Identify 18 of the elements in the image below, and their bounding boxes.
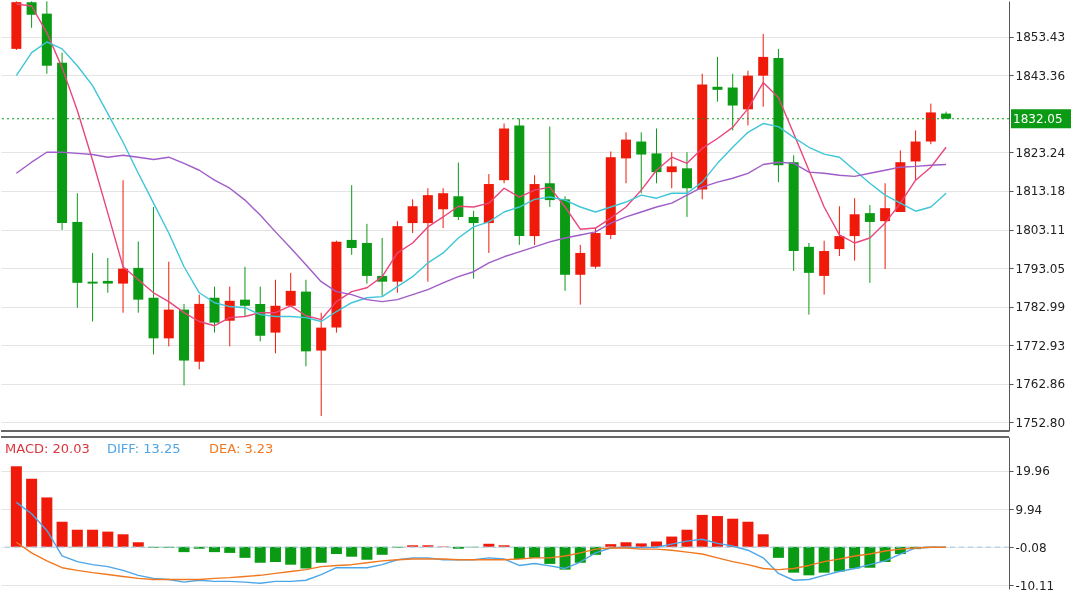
y-tick-label: 1772.93	[1015, 338, 1066, 353]
y-tick-label: 1843.36	[1015, 68, 1066, 83]
text: DEA: 3.23	[209, 441, 274, 456]
y-tick-label: 1782.99	[1015, 300, 1066, 315]
y-tick-label: -0.08	[1015, 540, 1047, 555]
text: DIFF: 13.25	[107, 441, 181, 456]
y-tick-label: 1823.24	[1015, 145, 1066, 160]
ref-line-label: 1832.05	[1013, 111, 1063, 126]
y-tick-label: 1853.43	[1015, 30, 1066, 45]
y-tick-label: 19.96	[1015, 464, 1050, 479]
y-tick-label: 1813.18	[1015, 184, 1066, 199]
y-tick-label: 1803.11	[1015, 223, 1066, 238]
y-tick-label: -10.11	[1015, 578, 1055, 593]
y-tick-label: 1793.05	[1015, 261, 1066, 276]
y-tick-label: 1762.86	[1015, 377, 1066, 392]
y-tick-label: 9.94	[1015, 502, 1043, 517]
y-tick-label: 1752.80	[1015, 415, 1066, 430]
series-label: MACD: 20.03	[5, 441, 90, 456]
